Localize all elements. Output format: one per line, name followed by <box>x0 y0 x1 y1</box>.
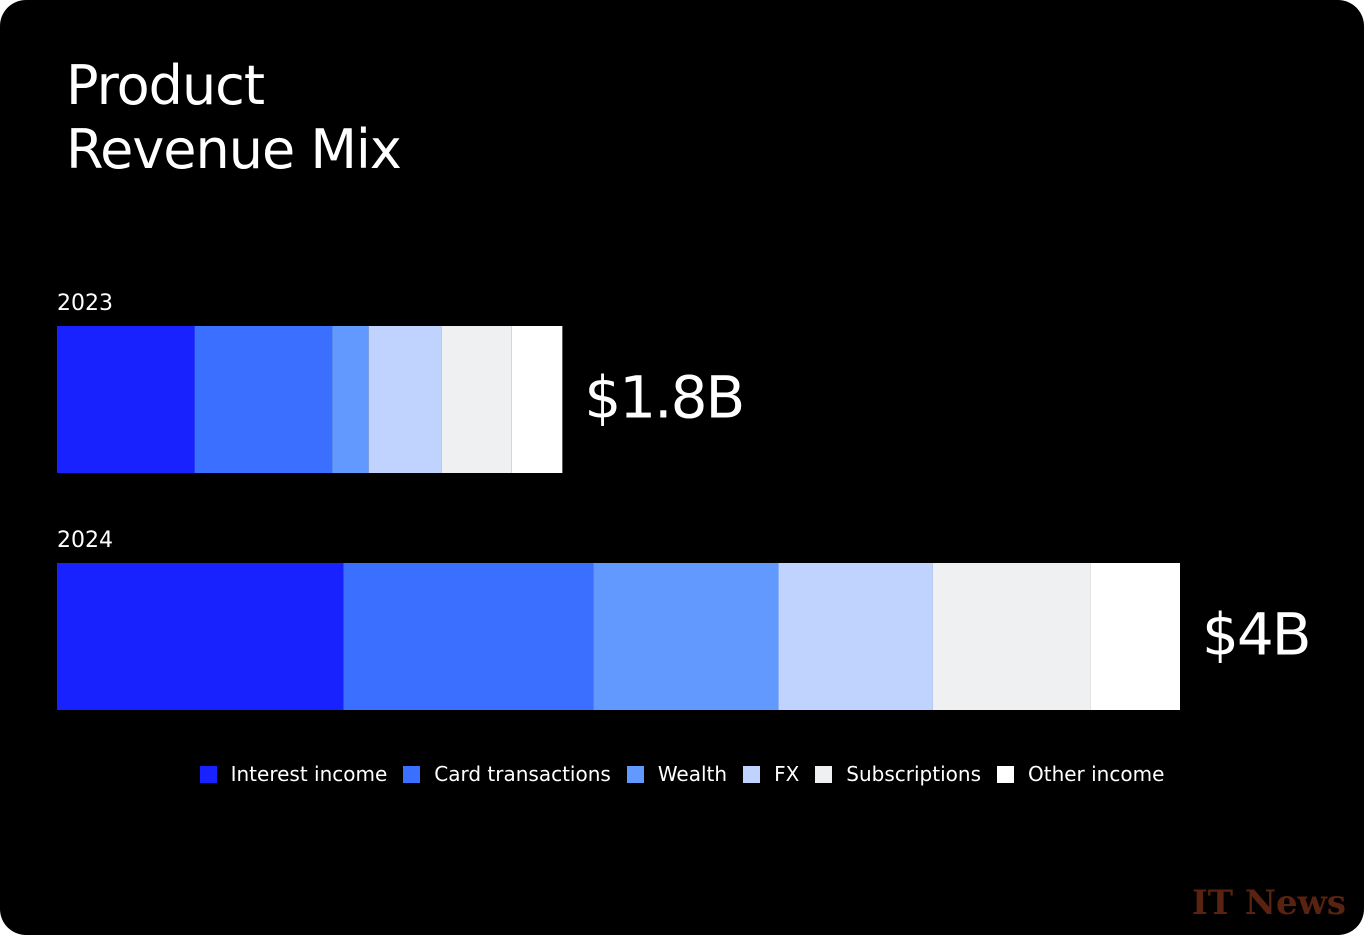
legend-swatch <box>626 765 644 783</box>
legend-label: Other income <box>1027 762 1165 786</box>
bar-segment <box>57 326 195 473</box>
legend-label: Card transactions <box>434 762 611 786</box>
legend-item: FX <box>743 762 799 786</box>
legend-swatch <box>743 765 761 783</box>
category-label: 2024 <box>57 528 113 553</box>
total-label: $1.8B <box>584 364 743 432</box>
legend-label: Interest income <box>230 762 388 786</box>
legend-item: Other income <box>996 762 1165 786</box>
bar-segment <box>368 326 442 473</box>
bar-segment <box>441 326 512 473</box>
bar-segment <box>511 326 563 473</box>
legend-item: Card transactions <box>403 762 611 786</box>
bar-segment <box>778 563 933 710</box>
bar-segment <box>332 326 369 473</box>
bar-segment <box>1090 563 1180 710</box>
legend-swatch <box>996 765 1014 783</box>
category-label: 2023 <box>57 291 113 316</box>
legend-label: Wealth <box>657 762 728 786</box>
watermark: IT News <box>1191 883 1346 923</box>
legend-swatch <box>199 765 217 783</box>
legend: Interest income Card transactions Wealth FX… <box>0 762 1364 786</box>
bar-segment <box>593 563 779 710</box>
legend-label: FX <box>774 762 800 786</box>
chart-title: Product Revenue Mix <box>66 54 402 181</box>
legend-label: Subscriptions <box>846 762 981 786</box>
bar-segment <box>343 563 594 710</box>
legend-item: Interest income <box>199 762 388 786</box>
legend-swatch <box>403 765 421 783</box>
legend-item: Wealth <box>626 762 728 786</box>
bar-segment <box>932 563 1091 710</box>
bar-segment <box>194 326 333 473</box>
legend-item: Subscriptions <box>815 762 981 786</box>
legend-swatch <box>815 765 833 783</box>
total-label: $4B <box>1202 601 1310 669</box>
bar-segment <box>57 563 344 710</box>
